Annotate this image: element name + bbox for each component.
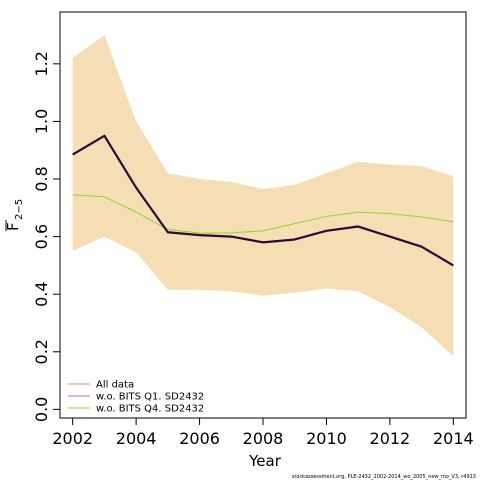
x-tick-label: 2012 (370, 429, 411, 448)
y-tick-label: 0.8 (32, 166, 51, 191)
series-layer (72, 134, 454, 267)
x-tick-label: 2010 (306, 429, 347, 448)
x-axis: 2002 2004 2006 2008 2010 2012 2014 (52, 418, 474, 448)
x-tick-label: 2006 (179, 429, 220, 448)
legend-label-3: w.o. BITS Q4. SD2432 (96, 404, 204, 415)
y-tick-label: 0.0 (32, 397, 51, 422)
y-axis: 0.0 0.2 0.4 0.6 0.8 1.0 1.2 (32, 51, 60, 422)
y-tick-label: 0.6 (32, 224, 51, 249)
x-tick-label: 2014 (433, 429, 474, 448)
confidence-band (72, 35, 454, 357)
y-axis-title: F 2−5 (4, 199, 25, 231)
y-axis-title-subscript: 2−5 (14, 199, 25, 220)
x-axis-title: Year (248, 452, 282, 470)
y-axis-title-main: F (4, 222, 22, 231)
x-tick-label: 2004 (116, 429, 157, 448)
y-tick-label: 0.4 (32, 281, 51, 306)
series-line-3 (72, 194, 454, 234)
x-tick-label: 2002 (52, 429, 93, 448)
legend-label-1: All data (96, 380, 134, 391)
y-tick-label: 1.0 (32, 109, 51, 134)
y-tick-label: 0.2 (32, 339, 51, 364)
legend-label-2: w.o. BITS Q1. SD2432 (96, 392, 204, 403)
y-tick-label: 1.2 (32, 51, 51, 76)
series-line-2 (72, 134, 454, 267)
confidence-band-layer (72, 35, 454, 357)
footer-credit: stockassessment.org, PLE-2432_2002-2014_… (292, 474, 476, 480)
x-tick-label: 2008 (243, 429, 284, 448)
